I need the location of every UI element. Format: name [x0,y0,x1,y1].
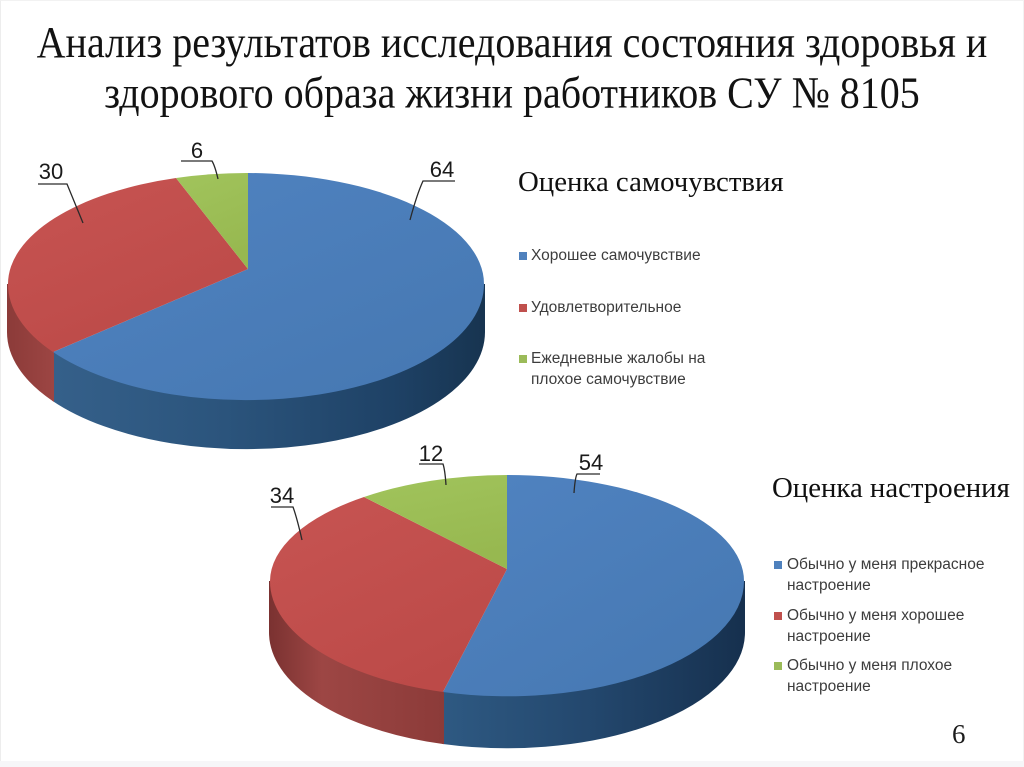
svg-text:30: 30 [39,159,63,184]
svg-text:64: 64 [430,157,454,182]
svg-text:34: 34 [270,483,294,508]
svg-text:6: 6 [191,138,203,163]
svg-text:54: 54 [579,450,603,475]
svg-text:12: 12 [419,441,443,466]
